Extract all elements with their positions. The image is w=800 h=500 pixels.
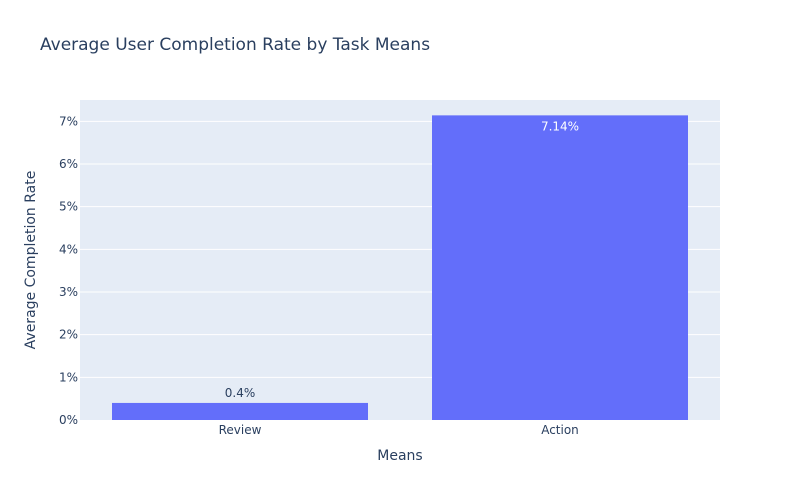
y-tick-label: 2%: [59, 328, 78, 342]
x-tick-label: Review: [219, 423, 262, 437]
bar-action: [432, 115, 688, 421]
y-tick-label: 0%: [59, 413, 78, 427]
y-tick-label: 3%: [59, 285, 78, 299]
data-labels: 0.4% 7.14%: [225, 119, 579, 400]
y-tick-label: 1%: [59, 370, 78, 384]
x-axis-title: Means: [377, 448, 422, 464]
data-label: 7.14%: [541, 119, 579, 133]
bar-review: [112, 402, 368, 420]
x-axis-ticks: Review Action: [219, 423, 579, 437]
x-tick-label: Action: [541, 423, 579, 437]
bars: [112, 115, 688, 421]
y-tick-label: 7%: [59, 114, 78, 128]
y-axis-ticks: 0% 1% 2% 3% 4% 5% 6% 7%: [59, 114, 78, 427]
y-axis-title: Average Completion Rate: [23, 171, 39, 350]
y-tick-label: 4%: [59, 242, 78, 256]
y-tick-label: 5%: [59, 200, 78, 214]
y-tick-label: 6%: [59, 157, 78, 171]
chart-title: Average User Completion Rate by Task Mea…: [40, 35, 430, 55]
data-label: 0.4%: [225, 386, 256, 400]
